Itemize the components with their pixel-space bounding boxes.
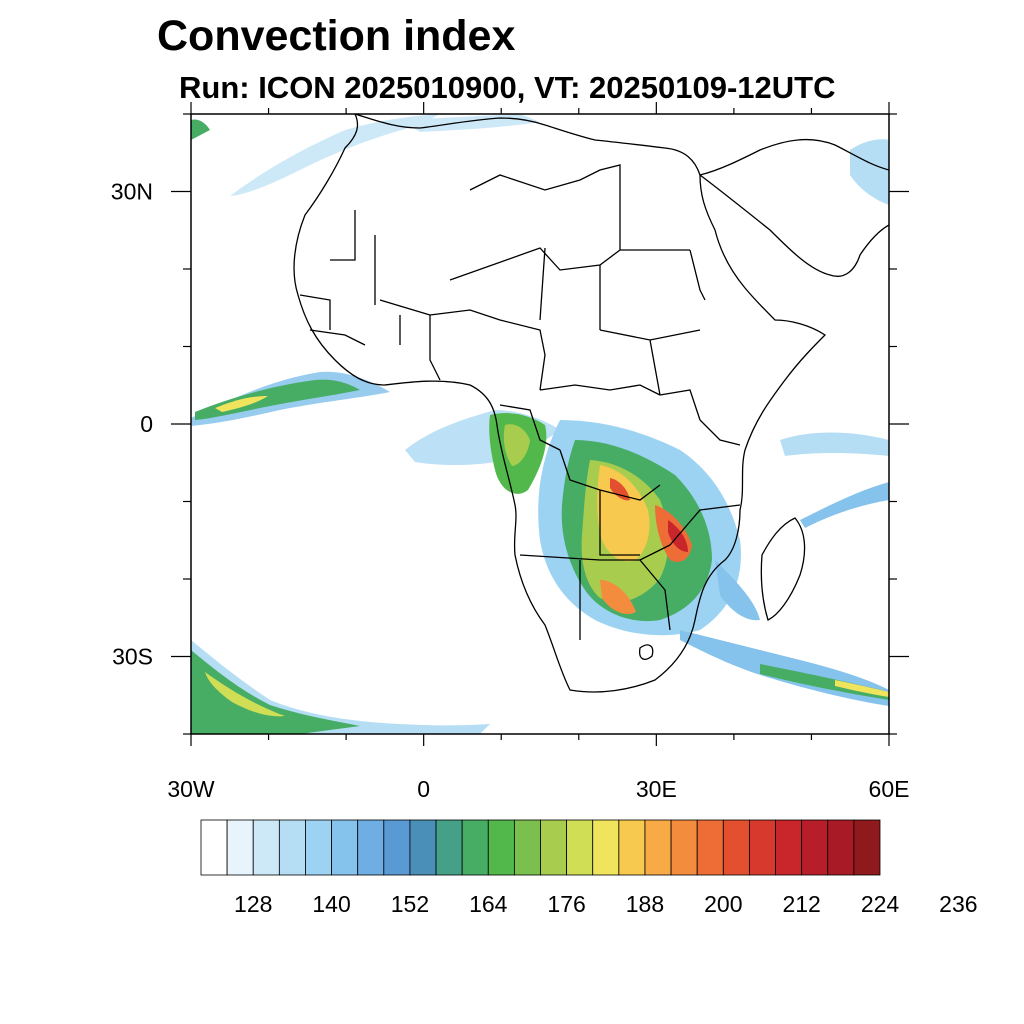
colorbar-swatch bbox=[644, 819, 672, 876]
colorbar-label: 164 bbox=[469, 891, 508, 917]
colorbar-swatch bbox=[592, 819, 620, 876]
axis-labels: 30N 0 30S 30W 0 30E 60E bbox=[111, 179, 910, 803]
lat-label: 30S bbox=[112, 644, 153, 670]
lat-label: 30N bbox=[111, 179, 153, 205]
colorbar-swatch bbox=[252, 819, 280, 876]
colorbar-label: 188 bbox=[626, 891, 664, 917]
axis-ticks bbox=[171, 102, 909, 746]
colorbar-swatch bbox=[749, 819, 776, 876]
colorbar: 128 140 152 164 176 188 200 212 224 236 bbox=[200, 819, 978, 917]
colorbar-swatch bbox=[566, 819, 594, 876]
colorbar-swatch bbox=[435, 819, 463, 876]
lon-label: 60E bbox=[869, 776, 910, 802]
coastlines-borders bbox=[293, 114, 889, 693]
colorbar-swatch bbox=[487, 819, 515, 876]
colorbar-swatch bbox=[775, 819, 803, 876]
plot-title: Convection index bbox=[157, 12, 516, 60]
lon-label: 30E bbox=[636, 776, 677, 802]
colorbar-swatch bbox=[200, 819, 228, 876]
colorbar-swatch bbox=[827, 819, 855, 876]
lon-label: 0 bbox=[417, 776, 430, 802]
colorbar-swatch bbox=[696, 819, 724, 876]
colorbar-swatch bbox=[801, 819, 829, 876]
colorbar-swatch bbox=[461, 819, 489, 876]
colorbar-swatch bbox=[409, 819, 437, 876]
colorbar-swatch bbox=[357, 819, 385, 876]
colorbar-label: 176 bbox=[547, 891, 585, 917]
colorbar-label: 224 bbox=[861, 891, 900, 917]
colorbar-swatch bbox=[331, 819, 359, 876]
plot-subtitle: Run: ICON 2025010900, VT: 20250109-12UTC bbox=[179, 70, 836, 105]
colorbar-swatch bbox=[278, 819, 306, 876]
colorbar-swatch bbox=[305, 819, 332, 876]
convection-field bbox=[191, 114, 889, 734]
lon-label: 30W bbox=[167, 776, 215, 802]
colorbar-swatch bbox=[226, 819, 254, 876]
colorbar-swatch bbox=[513, 819, 541, 876]
colorbar-swatch bbox=[540, 819, 568, 876]
colorbar-label: 212 bbox=[782, 891, 820, 917]
colorbar-label: 140 bbox=[312, 891, 350, 917]
colorbar-swatch bbox=[853, 819, 881, 876]
colorbar-swatch bbox=[722, 819, 750, 876]
colorbar-swatch bbox=[383, 819, 411, 876]
lat-label: 0 bbox=[140, 411, 153, 437]
colorbar-label: 200 bbox=[704, 891, 742, 917]
colorbar-swatch bbox=[618, 819, 646, 876]
colorbar-label: 128 bbox=[234, 891, 272, 917]
colorbar-label: 236 bbox=[939, 891, 977, 917]
colorbar-label: 152 bbox=[391, 891, 429, 917]
colorbar-swatch bbox=[670, 819, 698, 876]
